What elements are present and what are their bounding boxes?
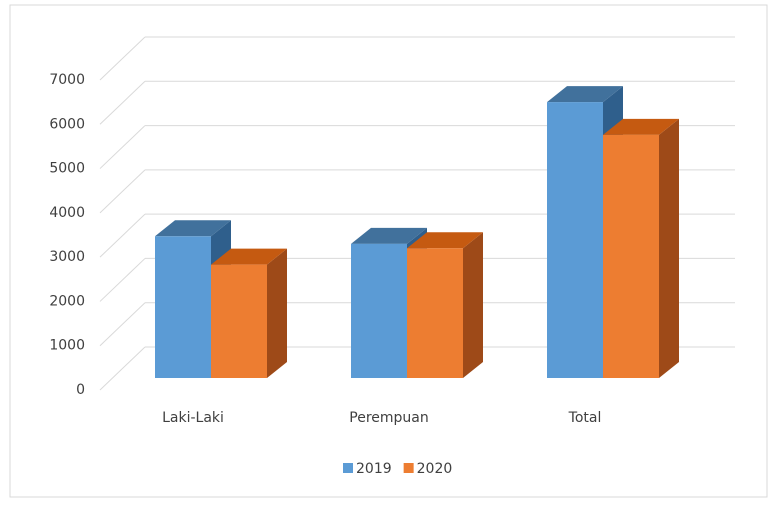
y-tick-label: 5000	[49, 161, 85, 177]
bar	[547, 102, 603, 378]
grid-line	[99, 213, 146, 258]
bar	[407, 248, 463, 378]
y-tick-label: 4000	[49, 205, 85, 221]
bar	[603, 134, 659, 378]
y-tick-label: 0	[76, 382, 85, 398]
bar-side	[463, 232, 483, 378]
y-tick-label: 6000	[49, 116, 85, 132]
grid-line	[99, 169, 146, 214]
grid-line	[99, 80, 146, 125]
bar-side	[267, 248, 287, 378]
x-tick-label: Laki-Laki	[162, 410, 224, 426]
legend-label: 2019	[356, 461, 392, 477]
bar-top	[547, 86, 623, 103]
bar-top	[407, 232, 483, 249]
y-tick-label: 3000	[49, 249, 85, 265]
bar-top	[155, 220, 231, 237]
legend-swatch	[343, 463, 353, 473]
legend-swatch	[403, 463, 414, 473]
x-tick-label: Total	[568, 410, 602, 426]
grid-line	[99, 125, 146, 169]
bar	[351, 243, 407, 378]
bar-side	[659, 118, 679, 378]
bar-top	[351, 227, 427, 244]
legend-label: 2020	[417, 461, 453, 477]
grid-line	[99, 302, 146, 347]
y-tick-label: 7000	[49, 72, 85, 88]
grid-line	[99, 36, 146, 81]
y-tick-label: 2000	[49, 293, 85, 309]
bar-top	[603, 118, 679, 135]
bar	[155, 236, 211, 378]
grid-line	[99, 258, 146, 302]
x-tick-label: Perempuan	[349, 410, 428, 426]
y-tick-label: 1000	[49, 338, 85, 354]
grid-line	[99, 346, 146, 391]
bar	[211, 264, 267, 378]
bar-top	[211, 248, 287, 265]
